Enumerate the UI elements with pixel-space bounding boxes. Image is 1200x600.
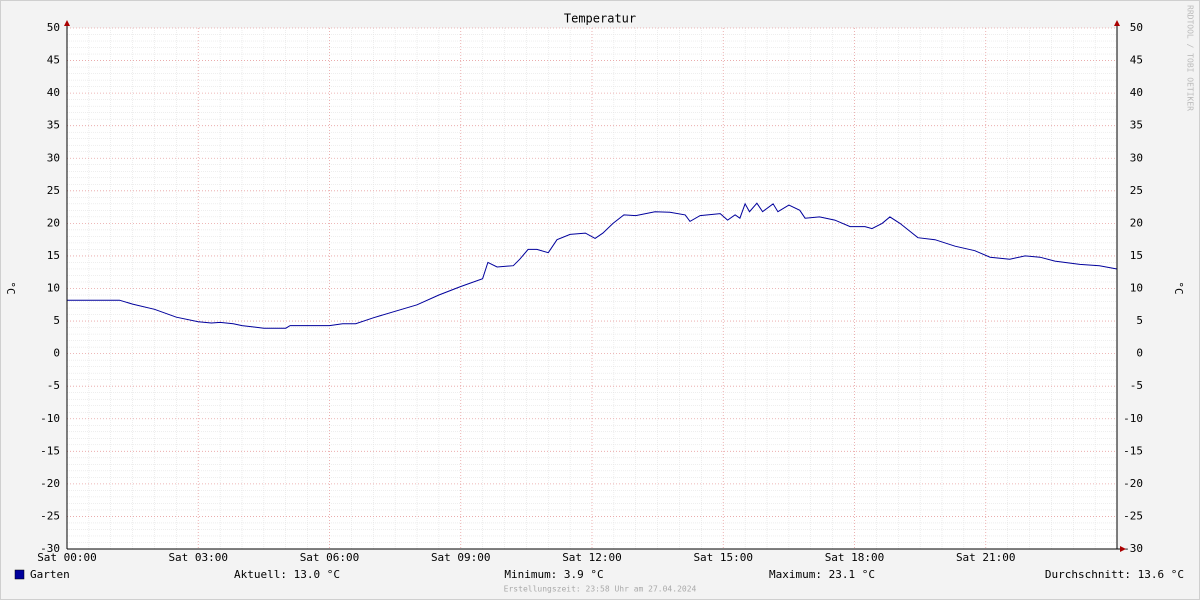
x-tick-label: Sat 06:00 — [300, 551, 360, 564]
legend-swatch — [14, 569, 25, 580]
legend-label: Garten — [30, 568, 70, 581]
y2-tick-label: 50 — [1130, 21, 1143, 34]
y-tick-label: 40 — [47, 86, 60, 99]
y-tick-label: -30 — [40, 542, 60, 555]
y-tick-label: -25 — [40, 509, 60, 522]
y-tick-label: 30 — [47, 151, 60, 164]
y2-tick-label: -20 — [1123, 477, 1143, 490]
y-tick-label: -15 — [40, 444, 60, 457]
y2-tick-label: 10 — [1130, 282, 1143, 295]
stat-current: Aktuell: 13.0 °C — [234, 568, 340, 581]
y2-tick-label: 5 — [1136, 314, 1143, 327]
stat-avg: Durchschnitt: 13.6 °C — [1045, 568, 1184, 581]
y-tick-label: 50 — [47, 21, 60, 34]
y-tick-label: 35 — [47, 119, 60, 132]
y-tick-label: -20 — [40, 477, 60, 490]
y2-tick-label: 15 — [1130, 249, 1143, 262]
footer: Erstellungszeit: 23:58 Uhr am 27.04.2024 — [504, 585, 697, 594]
x-tick-label: Sat 09:00 — [431, 551, 491, 564]
axis-arrow — [1120, 546, 1126, 552]
y-tick-label: 20 — [47, 216, 60, 229]
y2-tick-label: -10 — [1123, 412, 1143, 425]
y-axis-label: °C — [4, 281, 17, 294]
y-tick-label: 10 — [47, 282, 60, 295]
y2-tick-label: 40 — [1130, 86, 1143, 99]
x-tick-label: Sat 18:00 — [825, 551, 885, 564]
y2-tick-label: -15 — [1123, 444, 1143, 457]
y2-tick-label: 35 — [1130, 119, 1143, 132]
x-tick-label: Sat 12:00 — [562, 551, 622, 564]
y2-tick-label: -5 — [1130, 379, 1143, 392]
y2-tick-label: 45 — [1130, 54, 1143, 67]
watermark: RRDTOOL / TOBI OETIKER — [1186, 5, 1195, 111]
data-line — [67, 202, 1118, 329]
axis-arrow — [64, 20, 70, 26]
axis-arrow — [1114, 20, 1120, 26]
stat-min: Minimum: 3.9 °C — [504, 568, 603, 581]
y2-tick-label: -30 — [1123, 542, 1143, 555]
stat-max: Maximum: 23.1 °C — [769, 568, 875, 581]
y-tick-label: 15 — [47, 249, 60, 262]
x-tick-label: Sat 15:00 — [693, 551, 753, 564]
x-tick-label: Sat 00:00 — [37, 551, 97, 564]
y2-tick-label: 30 — [1130, 151, 1143, 164]
y-tick-label: -5 — [47, 379, 60, 392]
y2-tick-label: 20 — [1130, 216, 1143, 229]
y-tick-label: 5 — [53, 314, 60, 327]
y2-axis-label: °C — [1172, 281, 1185, 294]
y2-tick-label: 25 — [1130, 184, 1143, 197]
y-tick-label: 25 — [47, 184, 60, 197]
y2-tick-label: -25 — [1123, 509, 1143, 522]
x-tick-label: Sat 03:00 — [168, 551, 228, 564]
y-tick-label: -10 — [40, 412, 60, 425]
grid — [66, 27, 1117, 550]
chart-title: Temperatur — [564, 12, 636, 26]
axes — [64, 20, 1126, 552]
y-tick-label: 0 — [53, 347, 60, 360]
y2-tick-label: 0 — [1136, 347, 1143, 360]
x-tick-label: Sat 21:00 — [956, 551, 1016, 564]
y-tick-label: 45 — [47, 54, 60, 67]
